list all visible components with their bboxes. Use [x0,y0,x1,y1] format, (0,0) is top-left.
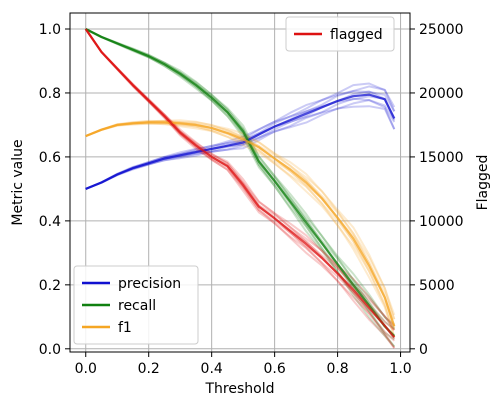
x-tick-label: 0.8 [326,361,348,377]
legend-label-flagged: flagged [330,27,383,43]
plot-border [69,12,411,353]
legend-box [285,16,395,52]
plot-frame [69,12,411,353]
x-tick-label: 0.2 [138,361,160,377]
y-tick-label: 0.8 [39,86,61,102]
x-tick-label: 0.0 [75,361,97,377]
y2-tick-label: 5000 [419,278,455,294]
legend-box [73,265,199,345]
y-tick-label: 1.0 [39,22,61,38]
y-tick-label: 0.0 [39,342,61,358]
y-tick-label: 0.6 [39,150,61,166]
precision-replicate-line [85,105,396,190]
recall-replicate-line [85,28,396,348]
y2-tick-label: 20000 [419,86,464,102]
y2-tick-label: 15000 [419,150,464,166]
y2-tick-label: 10000 [419,214,464,230]
legend-label-recall: recall [118,298,156,314]
y-tick-label: 0.2 [39,278,61,294]
legend-metrics: precision recall f1 [73,265,199,345]
grid [70,13,410,352]
x-axis-ticks: 0.0 0.2 0.4 0.6 0.8 1.0 [75,352,412,377]
precision-line [85,93,396,190]
y-axis-ticks: 0.0 0.2 0.4 0.6 0.8 1.0 [39,22,70,358]
x-tick-label: 0.4 [201,361,223,377]
f1-line [85,121,396,327]
y2-tick-label: 0 [419,342,428,358]
legend-label-precision: precision [118,276,181,292]
y2-axis-ticks: 0 5000 10000 15000 20000 25000 [410,22,464,358]
flagged-line [84,28,396,339]
y-axis-label: Metric value [10,139,26,225]
y2-axis-label: Flagged [475,155,491,211]
precision-replicate-line [85,82,396,190]
x-tick-label: 0.6 [263,361,285,377]
legend-flagged: flagged [285,16,395,52]
recall-replicate-line [85,28,395,326]
f1-replicate-line [85,122,396,338]
x-tick-label: 1.0 [389,361,411,377]
legend-label-f1: f1 [118,320,132,336]
y2-tick-label: 25000 [419,22,464,38]
series-lines [84,28,396,339]
y-tick-label: 0.4 [39,214,61,230]
x-axis-label: Threshold [205,381,275,397]
recall-line [85,28,396,337]
